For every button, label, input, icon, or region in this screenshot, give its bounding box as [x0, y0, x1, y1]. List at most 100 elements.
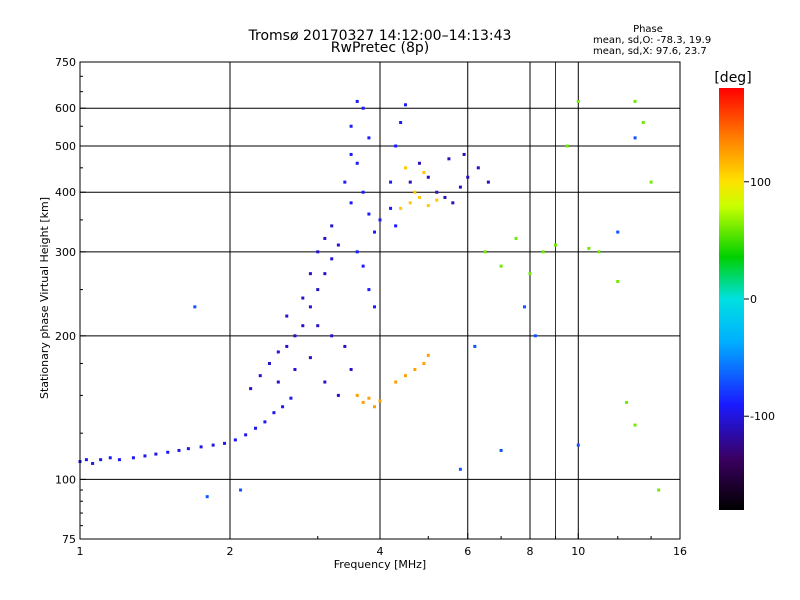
data-point [403, 166, 407, 170]
colorbar-tick-label: 100 [750, 176, 771, 189]
data-point [417, 195, 421, 199]
data-point [117, 458, 121, 462]
x-tick-label: 4 [377, 545, 384, 558]
x-tick-label: 2 [227, 545, 234, 558]
data-point [361, 106, 365, 110]
y-tick-label: 200 [55, 330, 76, 343]
data-point [553, 243, 557, 247]
data-point [389, 206, 393, 210]
data-point [131, 456, 135, 460]
data-point [308, 356, 312, 360]
y-tick-label: 300 [55, 246, 76, 259]
data-point [458, 467, 462, 471]
data-point [285, 344, 289, 348]
data-point [541, 250, 545, 254]
data-point [84, 458, 88, 462]
y-axis-label: Stationary phase Virtual Height [km] [38, 197, 51, 399]
y-axis-ticks: 75 100 200 300 400 500 600 750 [55, 56, 86, 546]
y-tick-label: 75 [62, 533, 76, 546]
data-point [301, 296, 305, 300]
data-point [399, 206, 403, 210]
data-point [413, 367, 417, 371]
data-point [403, 374, 407, 378]
data-point [528, 272, 532, 276]
data-point [99, 458, 103, 462]
data-point [587, 246, 591, 250]
data-point [499, 264, 503, 268]
data-point [394, 380, 398, 384]
colorbar-ticks: 100 0 -100 [744, 176, 775, 423]
data-point [435, 198, 439, 202]
data-point [355, 99, 359, 103]
data-point [223, 441, 227, 445]
data-point [486, 180, 490, 184]
x-tick-label: 6 [464, 545, 471, 558]
data-point [616, 279, 620, 283]
data-point [316, 250, 320, 254]
data-point [293, 367, 297, 371]
data-point [323, 272, 327, 276]
data-point [443, 195, 447, 199]
data-point [323, 236, 327, 240]
data-point [361, 400, 365, 404]
data-point [289, 396, 293, 400]
data-point [143, 454, 147, 458]
data-point [293, 334, 297, 338]
data-point [336, 393, 340, 397]
data-point [426, 353, 430, 357]
data-point [378, 218, 382, 222]
data-point [272, 411, 276, 415]
data-point [239, 488, 243, 492]
data-point [373, 405, 377, 409]
y-tick-label: 600 [55, 102, 76, 115]
data-point [343, 180, 347, 184]
data-point [435, 190, 439, 194]
data-point [355, 161, 359, 165]
data-point [316, 288, 320, 292]
data-point [641, 121, 645, 125]
data-points [78, 99, 661, 499]
data-point [499, 448, 503, 452]
data-point [451, 201, 455, 205]
data-point [285, 314, 289, 318]
data-point [633, 136, 637, 140]
data-point [316, 324, 320, 328]
data-point [576, 99, 580, 103]
data-point [253, 426, 257, 430]
data-point [154, 452, 158, 456]
data-point [308, 272, 312, 276]
colorbar-tick-label: -100 [750, 410, 775, 423]
data-point [367, 288, 371, 292]
data-point [417, 161, 421, 165]
data-point [473, 344, 477, 348]
colorbar-label: [deg] [714, 70, 751, 86]
data-point [408, 180, 412, 184]
data-point [422, 361, 426, 365]
data-point [267, 361, 271, 365]
y-tick-label: 100 [55, 473, 76, 486]
data-point [244, 433, 248, 437]
data-point [399, 121, 403, 125]
data-point [343, 344, 347, 348]
data-point [330, 334, 334, 338]
data-point [458, 185, 462, 189]
data-point [633, 99, 637, 103]
y-tick-label: 400 [55, 186, 76, 199]
data-point [276, 350, 280, 354]
data-point [177, 448, 181, 452]
data-point [413, 190, 417, 194]
data-point [263, 420, 267, 424]
data-point [361, 190, 365, 194]
data-point [533, 334, 537, 338]
data-point [336, 243, 340, 247]
data-point [514, 236, 518, 240]
data-point [625, 400, 629, 404]
data-point [394, 144, 398, 148]
data-point [447, 157, 451, 161]
data-point [597, 250, 601, 254]
data-point [367, 136, 371, 140]
data-point [649, 180, 653, 184]
data-point [308, 305, 312, 309]
data-point [349, 367, 353, 371]
